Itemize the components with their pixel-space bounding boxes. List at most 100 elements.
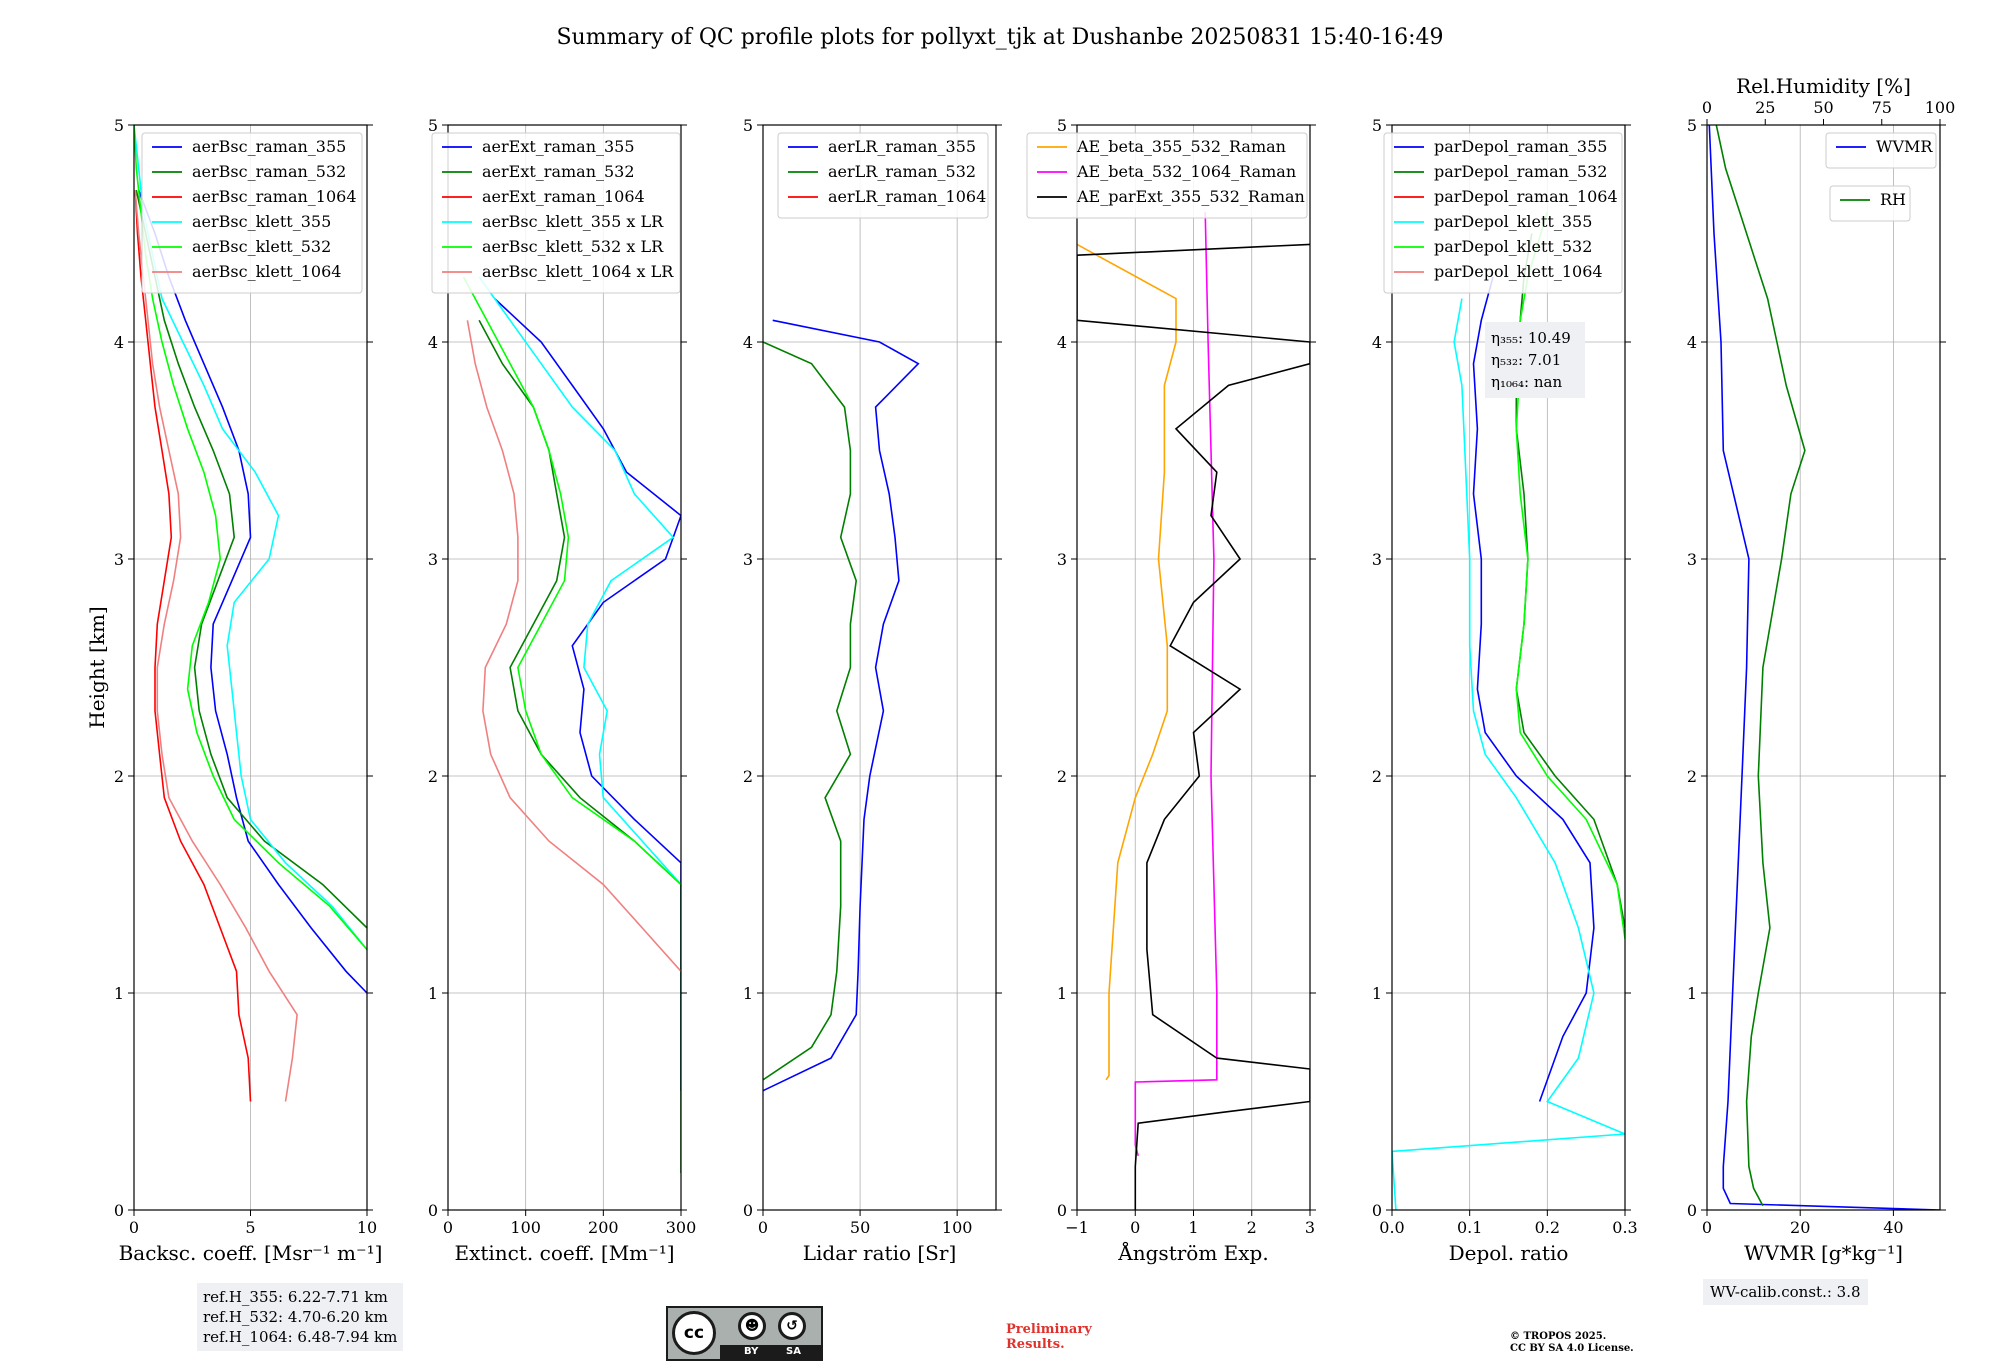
series-line-4 [478, 276, 681, 886]
legend-frame [141, 132, 363, 294]
y-tick-label: 3 [743, 550, 753, 569]
cc-license-bar: BY SA [720, 1345, 821, 1359]
y-tick-label: 5 [1687, 116, 1697, 135]
panel-1: 0 5 10 0 1 2 3 4 5 Backsc. coeff. [Msr⁻¹ m⁻¹] Heig… [85, 116, 382, 1265]
series-line-2 [135, 189, 367, 929]
legend-entry: aerBsc_klett_532 [192, 237, 331, 256]
axes-frame [762, 124, 997, 1211]
copyright-note: © TROPOS 2025. CC BY SA 4.0 License. [1510, 1331, 1634, 1355]
series-line-3 [1077, 243, 1310, 1210]
y-tick-label: 0 [1372, 1201, 1382, 1220]
x-tick-label: 0.3 [1612, 1218, 1637, 1237]
x-tick-label: 0 [1702, 1218, 1712, 1237]
x-axis-label: Extinct. coeff. [Mm⁻¹] [454, 1241, 674, 1265]
ref-height-532: ref.H_532: 4.70-6.20 km [203, 1308, 388, 1326]
x-tick-label: 0.1 [1457, 1218, 1482, 1237]
copyright-line-2: CC BY SA 4.0 License. [1510, 1343, 1634, 1354]
x2-tick-label: 100 [1925, 98, 1956, 117]
series-line-6 [134, 190, 298, 1102]
legend-entry: aerBsc_klett_355 [192, 212, 331, 231]
legend-entry: aerBsc_raman_1064 [192, 187, 357, 206]
y-tick-label: 0 [114, 1201, 124, 1220]
y-tick-label: 4 [1057, 333, 1067, 352]
x-tick-label: 0.2 [1535, 1218, 1560, 1237]
legend-entry: parDepol_klett_1064 [1434, 262, 1603, 281]
series-line-2 [1134, 211, 1218, 1157]
x-axis-label: Backsc. coeff. [Msr⁻¹ m⁻¹] [119, 1241, 383, 1265]
legend-entry: parDepol_raman_532 [1434, 162, 1607, 181]
series-group [1077, 211, 1310, 1210]
y-tick-label: 0 [428, 1201, 438, 1220]
series-line-3 [134, 190, 252, 1102]
y-tick-label: 4 [743, 333, 753, 352]
x-tick-label: 10 [357, 1218, 377, 1237]
legend: aerExt_raman_355 aerExt_raman_532 aerExt_r… [431, 132, 681, 294]
x-axis-label: WVMR [g*kg⁻¹] [1744, 1241, 1903, 1265]
legend-frame [1829, 185, 1911, 222]
y-tick-label: 4 [428, 333, 438, 352]
legend-entry: aerExt_raman_532 [482, 162, 635, 181]
by-person-icon: ☻ [738, 1312, 766, 1340]
series-group [763, 319, 920, 1092]
y-tick-label: 3 [1687, 550, 1697, 569]
series-line-6 [466, 320, 681, 972]
series-group [1708, 125, 1940, 1210]
legend-entry: aerBsc_klett_532 x LR [482, 237, 664, 256]
y-tick-label: 4 [1372, 333, 1382, 352]
x-tick-label: 0 [443, 1218, 453, 1237]
y-tick-label: 4 [114, 333, 124, 352]
legend-entry: aerBsc_klett_1064 [192, 262, 341, 281]
preliminary-line-1: Preliminary [1006, 1322, 1092, 1337]
y-tick-label: 2 [1372, 767, 1382, 786]
annotation-line: η₁₀₆₄: nan [1491, 373, 1562, 391]
y-tick-label: 3 [428, 550, 438, 569]
x2-tick-label: 25 [1755, 98, 1775, 117]
legend: RH [1829, 185, 1911, 222]
series-line-1 [494, 298, 681, 1091]
ref-height-1064: ref.H_1064: 6.48-7.94 km [203, 1328, 398, 1346]
annotation-line: η₃₅₅: 10.49 [1491, 329, 1571, 347]
legend-entry: aerExt_raman_355 [482, 137, 635, 156]
x2-tick-label: 75 [1872, 98, 1892, 117]
legend-frame [431, 132, 681, 294]
reference-height-box: ref.H_355: 6.22-7.71 km ref.H_532: 4.70-… [197, 1283, 404, 1351]
legend-entry: parDepol_klett_532 [1434, 237, 1592, 256]
legend: parDepol_raman_355 parDepol_raman_532 parD… [1383, 132, 1623, 294]
copyright-line-1: © TROPOS 2025. [1510, 1331, 1607, 1342]
x-tick-label: 50 [850, 1218, 870, 1237]
series-line-5 [1515, 211, 1625, 939]
legend: WVMR [1825, 132, 1937, 169]
y-tick-label: 2 [1687, 767, 1697, 786]
annotation-line: η₅₃₂: 7.01 [1491, 351, 1561, 369]
cc-by-sa-logo: cc ☻ ↺ BY SA [666, 1306, 823, 1361]
y-tick-label: 2 [428, 767, 438, 786]
x-tick-label: 3 [1305, 1218, 1315, 1237]
cc-icon: cc [672, 1311, 716, 1355]
y-tick-label: 1 [743, 984, 753, 1003]
x-tick-label: 100 [942, 1218, 973, 1237]
cc-by-label: BY [744, 1346, 759, 1357]
legend-entry: AE_beta_532_1064_Raman [1076, 162, 1296, 181]
panel-5: 0.0 0.1 0.2 0.3 0 1 2 3 4 5 Depol. ratio parDepol_r… [1372, 116, 1638, 1265]
legend-entry: aerLR_raman_1064 [828, 187, 986, 206]
y-tick-label: 2 [743, 767, 753, 786]
y-tick-label: 1 [114, 984, 124, 1003]
x-tick-label: 200 [588, 1218, 619, 1237]
cc-sa-label: SA [786, 1346, 801, 1357]
legend-frame [777, 132, 989, 219]
series-line-2 [1715, 125, 1806, 1207]
y-tick-label: 1 [1057, 984, 1067, 1003]
y-tick-label: 2 [114, 767, 124, 786]
y-tick-label: 0 [1057, 1201, 1067, 1220]
x-tick-label: 0.0 [1379, 1218, 1404, 1237]
y-tick-label: 4 [1687, 333, 1697, 352]
y-tick-label: 2 [1057, 767, 1067, 786]
figure-title: Summary of QC profile plots for pollyxt_… [556, 25, 1443, 50]
legend-frame [1026, 132, 1308, 219]
series-line-1 [763, 319, 920, 1092]
legend: aerBsc_raman_355 aerBsc_raman_532 aerBsc_r… [141, 132, 363, 294]
x-axis-label: Ångström Exp. [1117, 1240, 1268, 1265]
series-line-1 [1472, 276, 1595, 1102]
